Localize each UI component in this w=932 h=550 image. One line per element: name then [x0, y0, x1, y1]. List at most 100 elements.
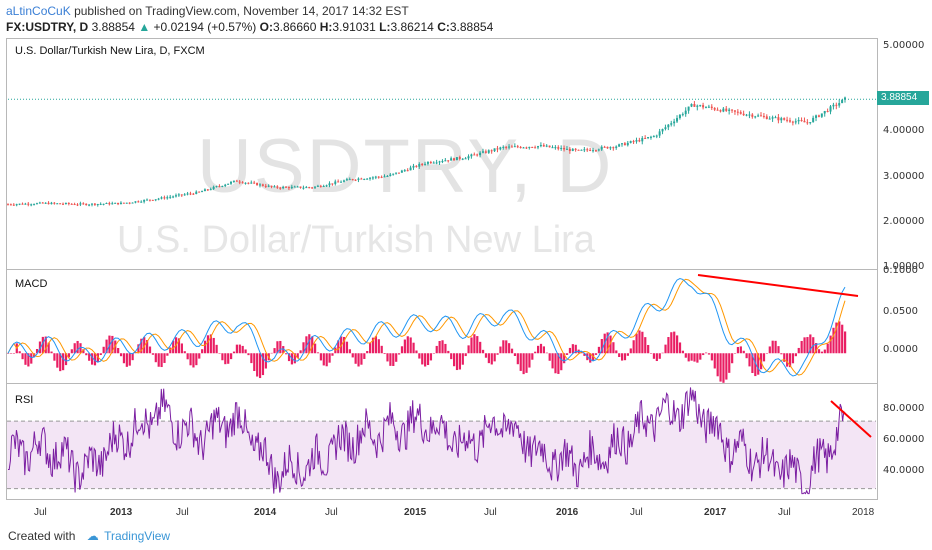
candle-body: [638, 140, 641, 142]
macd-histogram-bar: [18, 351, 21, 354]
candle-body: [757, 115, 760, 117]
candle-body: [270, 185, 273, 187]
candle-body: [615, 146, 618, 148]
macd-histogram-bar: [563, 353, 566, 364]
candle-body: [623, 143, 626, 146]
candle-body: [684, 110, 687, 115]
macd-histogram-bar: [76, 340, 79, 354]
macd-histogram-bar: [519, 353, 522, 371]
macd-histogram-bar: [261, 353, 265, 376]
candle-body: [505, 146, 508, 148]
macd-histogram-bar: [641, 331, 644, 354]
macd-histogram-bar: [354, 353, 357, 364]
macd-histogram-bar: [183, 351, 186, 354]
macd-histogram-bar: [192, 353, 195, 368]
macd-histogram-bar: [545, 352, 548, 354]
macd-histogram-bar: [163, 353, 166, 363]
candle-body: [331, 183, 334, 185]
candle-body: [342, 180, 345, 182]
candle-body: [817, 115, 820, 117]
candle-body: [832, 104, 835, 107]
macd-histogram-bar: [169, 347, 172, 354]
macd-histogram-bar: [148, 346, 152, 354]
macd-histogram-bar: [345, 341, 349, 354]
candle-body: [160, 197, 163, 199]
candle-body: [476, 154, 479, 156]
macd-histogram-bar: [728, 353, 731, 373]
candle-body: [308, 187, 311, 189]
macd-histogram-bar: [644, 337, 647, 354]
macd-histogram-bar: [351, 353, 354, 358]
macd-histogram-bar: [328, 353, 331, 363]
x-tick-label: Jul: [176, 507, 189, 518]
macd-histogram-bar: [841, 324, 844, 354]
macd-histogram-bar: [157, 353, 160, 367]
candle-body: [12, 204, 15, 206]
macd-histogram-bar: [383, 353, 386, 355]
macd-histogram-bar: [707, 353, 711, 355]
macd-histogram-bar: [534, 351, 537, 354]
candle-body: [844, 97, 846, 100]
candle-body: [183, 194, 186, 196]
candle-body: [788, 120, 791, 122]
macd-histogram-bar: [53, 353, 56, 361]
macd-histogram-bar: [415, 350, 418, 354]
rsi-y-axis[interactable]: 80.0000 60.0000 40.0000: [877, 383, 932, 498]
candle-body: [815, 115, 818, 118]
candle-body: [102, 203, 105, 205]
candle-body: [137, 201, 140, 203]
candle-body: [232, 180, 235, 182]
macd-histogram-bar: [820, 351, 824, 354]
macd-histogram-bar: [565, 353, 569, 355]
macd-histogram-bar: [125, 353, 128, 367]
candle-body: [30, 204, 33, 206]
price-y-axis[interactable]: 5.00000 4.00000 3.00000 2.00000 1.00000: [877, 38, 932, 272]
publish-text: published on TradingView.com, November 1…: [74, 4, 409, 18]
candle-body: [24, 203, 27, 205]
candle-body: [490, 150, 493, 152]
macd-histogram-bar: [392, 353, 395, 366]
tradingview-brand[interactable]: TradingView: [104, 529, 171, 543]
macd-histogram-bar: [198, 353, 201, 359]
price-panel[interactable]: USDTRY, D U.S. Dollar/Turkish New Lira U…: [6, 38, 878, 270]
candle-body: [794, 121, 797, 123]
candle-body: [487, 150, 490, 153]
macd-histogram-bar: [35, 348, 39, 354]
macd-histogram-bar: [554, 353, 557, 374]
x-tick-label: 2015: [404, 507, 427, 518]
macd-histogram-bar: [117, 348, 120, 354]
candle-body: [586, 149, 589, 151]
macd-histogram-bar: [745, 353, 748, 359]
candle-body: [273, 186, 276, 188]
macd-y-axis[interactable]: 0.1000 0.0500 0.0000: [877, 265, 932, 382]
macd-histogram-bar: [664, 344, 667, 354]
candle-body: [108, 202, 111, 205]
macd-histogram-bar: [24, 353, 27, 365]
candle-body: [731, 109, 734, 111]
candle-body: [79, 203, 82, 205]
candle-body: [516, 146, 519, 148]
macd-histogram-bar: [82, 349, 85, 354]
candle-body: [673, 121, 676, 124]
macd-histogram-bar: [235, 344, 238, 354]
candle-body: [702, 105, 705, 108]
candle-body: [676, 118, 679, 122]
macd-histogram-bar: [348, 349, 351, 354]
candle-body: [235, 180, 238, 182]
tradingview-logo-icon[interactable]: ☁: [86, 529, 99, 543]
macd-histogram-bar: [542, 346, 545, 354]
macd-histogram-bar: [678, 342, 682, 354]
macd-histogram-bar: [270, 352, 273, 354]
candle-body: [568, 148, 571, 152]
candle-body: [256, 182, 259, 186]
author-link[interactable]: aLtinCoCuK: [6, 4, 71, 18]
macd-histogram-bar: [455, 353, 459, 371]
macd-histogram-bar: [273, 348, 276, 354]
candle-body: [508, 146, 511, 148]
macd-histogram-bar: [806, 337, 809, 354]
candle-body: [774, 117, 777, 119]
macd-histogram-bar: [64, 353, 68, 366]
candle-body: [67, 202, 70, 204]
candle-body: [177, 194, 180, 196]
